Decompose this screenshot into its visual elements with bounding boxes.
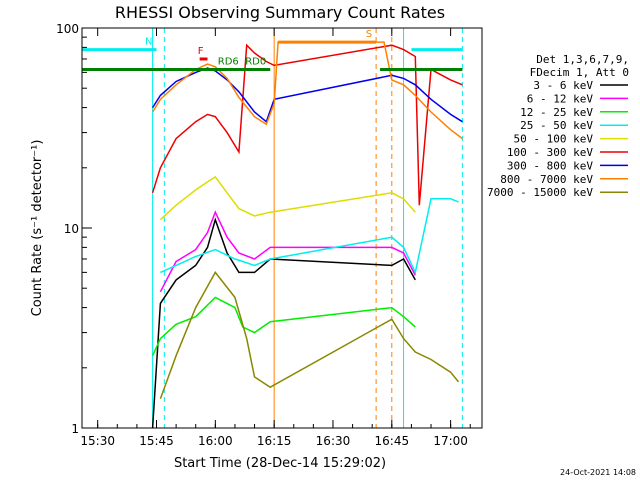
legend-entry-label: 800 - 7000 keV	[500, 173, 593, 186]
flag-label: RD6	[218, 57, 239, 68]
legend-entry-label: 12 - 25 keV	[520, 106, 593, 119]
x-tick-label: 15:45	[139, 434, 174, 448]
data-series	[151, 41, 463, 429]
legend-entry-label: 7000 - 15000 keV	[487, 186, 593, 199]
flag-label: N	[145, 37, 152, 48]
legend-header: FDecim 1, Att 0	[530, 66, 629, 79]
x-tick-label: 16:30	[316, 434, 351, 448]
series-line-6-12	[159, 210, 416, 293]
legend-entry-label: 6 - 12 keV	[527, 92, 594, 105]
series-line-12-25	[151, 296, 416, 357]
flag-label: F	[198, 46, 204, 57]
series-line-25-50	[160, 198, 459, 275]
series-line-7000-15000	[159, 271, 460, 400]
x-tick-label: 16:00	[198, 434, 233, 448]
x-tick-label: 16:45	[375, 434, 410, 448]
footer-timestamp: 24-Oct-2021 14:08	[560, 468, 636, 477]
x-tick-label: 16:15	[257, 434, 292, 448]
y-tick-label: 10	[64, 222, 79, 236]
legend-entry-label: 25 - 50 keV	[520, 119, 593, 132]
y-tick-label: 100	[56, 22, 79, 36]
y-tick-label: 1	[71, 422, 79, 436]
state-flags: N RD0 RD6 F S	[82, 29, 463, 72]
series-line-3-6	[151, 217, 416, 429]
y-axis: 1 10 100	[56, 22, 92, 436]
series-line-100-300	[151, 43, 463, 206]
legend-entry-label: 100 - 300 keV	[507, 146, 593, 159]
x-tick-label: 17:00	[433, 434, 468, 448]
legend-entry-label: 300 - 800 keV	[507, 159, 593, 172]
series-line-50-100	[159, 175, 416, 221]
x-axis: 15:30 15:45 16:00 16:15 16:30 16:45 17:00	[80, 28, 471, 448]
x-axis-label: Start Time (28-Dec-14 15:29:02)	[174, 456, 386, 471]
legend-header: Det 1,3,6,7,9,	[536, 53, 629, 66]
x-tick-label: 15:30	[80, 434, 115, 448]
legend-entry-label: 3 - 6 keV	[533, 79, 593, 92]
flag-label: S	[366, 29, 372, 40]
legend: Det 1,3,6,7,9,FDecim 1, Att 03 - 6 keV6 …	[487, 53, 629, 199]
chart-title: RHESSI Observing Summary Count Rates	[115, 3, 445, 22]
flag-label: RD0	[245, 57, 266, 68]
y-axis-label: Count Rate (s⁻¹ detector⁻¹)	[30, 140, 45, 317]
legend-entry-label: 50 - 100 keV	[514, 133, 594, 146]
